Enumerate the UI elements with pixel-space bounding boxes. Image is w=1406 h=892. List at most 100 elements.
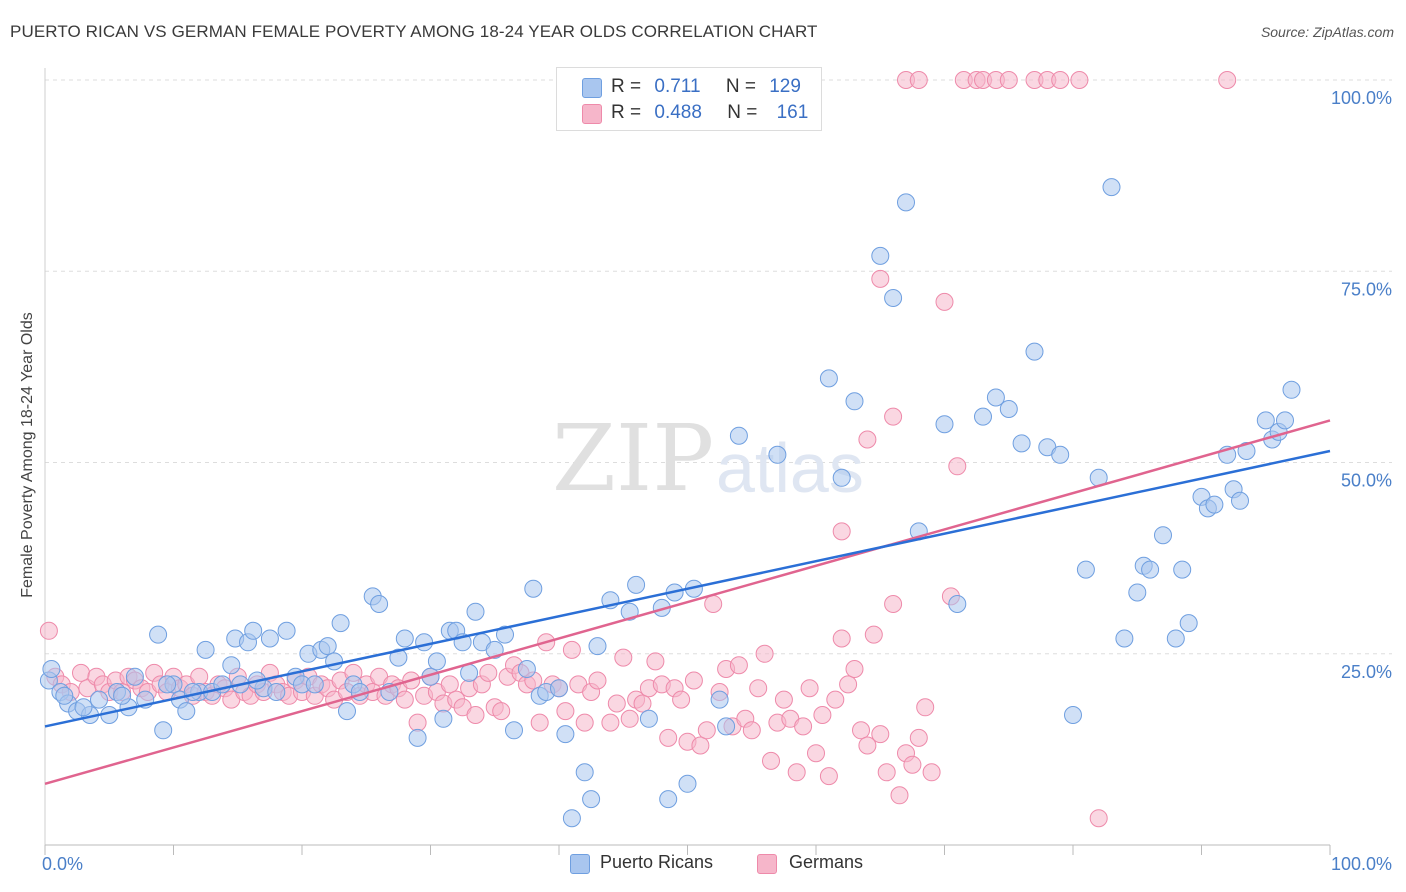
data-point — [909, 71, 928, 89]
data-point — [562, 640, 581, 659]
data-point — [460, 663, 479, 682]
data-point — [190, 667, 209, 686]
data-point — [267, 683, 286, 701]
legend-n-label: N = — [727, 102, 758, 123]
data-point — [678, 774, 697, 793]
data-point — [260, 629, 279, 648]
data-point — [864, 625, 883, 644]
data-point — [318, 637, 337, 656]
data-point — [550, 679, 568, 698]
german-trend-line — [44, 419, 1331, 786]
data-point — [832, 522, 851, 541]
data-point — [505, 721, 523, 740]
data-point — [742, 721, 761, 740]
data-point — [659, 728, 678, 747]
data-point — [1064, 706, 1082, 724]
data-point — [125, 667, 144, 686]
legend-swatch-pink — [582, 104, 602, 124]
data-point — [800, 679, 819, 698]
data-point — [415, 633, 434, 652]
data-point — [749, 679, 768, 698]
data-point — [1089, 809, 1108, 828]
data-point — [158, 675, 177, 694]
data-point — [787, 763, 806, 782]
data-point — [440, 675, 459, 694]
data-point — [852, 721, 870, 740]
data-point — [113, 686, 132, 705]
data-point — [871, 269, 890, 288]
data-point — [819, 767, 838, 786]
data-point — [395, 629, 414, 648]
bottom-legend-swatch-pink — [757, 854, 777, 874]
data-point — [1102, 178, 1121, 197]
data-point — [42, 660, 61, 678]
y-tick-label: 75.0% — [1341, 279, 1392, 299]
data-point — [408, 713, 427, 732]
y-axis-label: Female Poverty Among 18-24 Year Olds — [19, 312, 36, 598]
legend-r-label: R = — [611, 76, 642, 97]
watermark-zip-text: ZIP — [552, 405, 714, 512]
data-point — [562, 809, 581, 828]
data-point — [607, 694, 626, 713]
data-point — [588, 671, 607, 690]
data-point — [1282, 380, 1301, 399]
data-point — [222, 656, 241, 675]
data-point — [492, 702, 511, 721]
data-point — [389, 648, 408, 667]
data-point — [627, 575, 646, 594]
data-point — [1070, 71, 1089, 89]
data-point — [517, 660, 536, 678]
data-point — [1051, 71, 1070, 89]
data-point — [1115, 629, 1134, 648]
data-point — [858, 430, 877, 449]
data-point — [149, 625, 168, 644]
data-point — [986, 388, 1005, 407]
data-point — [999, 400, 1018, 418]
data-point — [1231, 491, 1249, 510]
data-point — [633, 694, 652, 713]
bottom-legend-swatch-blue — [570, 854, 590, 874]
data-point — [338, 702, 356, 721]
data-point — [620, 602, 639, 621]
data-point — [524, 579, 543, 598]
data-point — [556, 702, 575, 721]
data-point — [434, 709, 453, 728]
data-point — [845, 392, 864, 411]
legend-n-value: 129 — [769, 76, 801, 97]
legend-r-value: 0.711 — [654, 76, 701, 97]
data-point — [90, 690, 108, 709]
grid-lines — [45, 79, 1392, 655]
data-point — [74, 698, 93, 717]
y-tick-label: 25.0% — [1341, 662, 1392, 682]
bottom-legend-label: Germans — [789, 852, 864, 872]
data-point — [1276, 411, 1294, 430]
data-point — [884, 595, 903, 613]
data-point — [807, 744, 825, 763]
data-point — [884, 407, 903, 426]
data-point — [575, 713, 594, 732]
legend-r-label: R = — [611, 102, 642, 123]
source-label: Source: ZipAtlas.com — [1260, 24, 1394, 40]
data-point — [832, 629, 851, 648]
data-point — [659, 790, 678, 809]
chart-title: PUERTO RICAN VS GERMAN FEMALE POVERTY AM… — [10, 22, 818, 41]
data-point — [1237, 442, 1256, 460]
data-point — [819, 369, 838, 388]
y-tick-label: 100.0% — [1331, 88, 1392, 108]
data-point — [884, 289, 903, 307]
trend-lines — [44, 419, 1331, 786]
data-point — [922, 763, 941, 782]
watermark: ZIP atlas — [552, 405, 864, 512]
data-point — [762, 751, 780, 770]
data-point — [768, 445, 787, 464]
data-point — [871, 246, 890, 265]
data-point — [794, 717, 813, 736]
data-point — [916, 698, 935, 717]
puerto-rican-trend-line — [44, 449, 1331, 728]
puerto-rican-points — [39, 178, 1301, 828]
data-point — [858, 736, 877, 755]
data-point — [620, 709, 639, 728]
data-point — [729, 426, 748, 445]
data-point — [839, 675, 858, 694]
